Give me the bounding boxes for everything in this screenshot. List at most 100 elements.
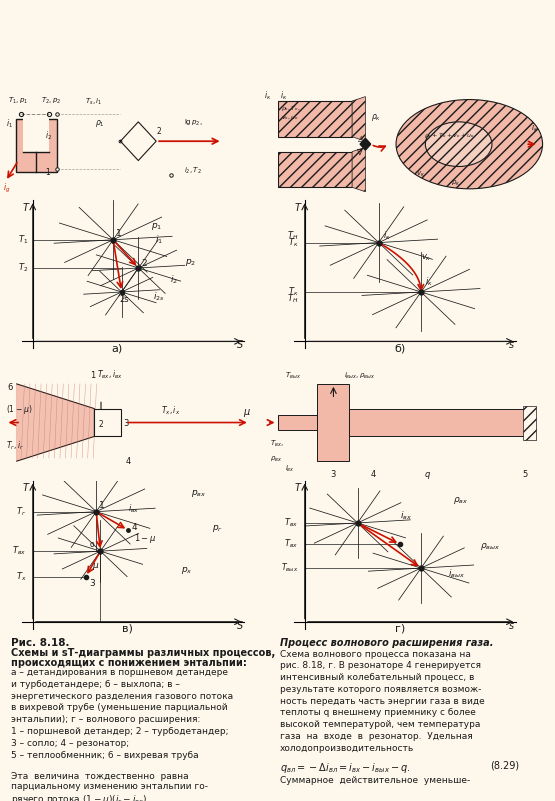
Text: $\triangle$: $\triangle$ <box>356 133 366 144</box>
Text: $i_2, T_2$: $i_2, T_2$ <box>184 166 202 175</box>
Text: Эта  величина  тождественно  равна: Эта величина тождественно равна <box>11 772 189 782</box>
Text: 2s: 2s <box>119 295 129 304</box>
Text: 5 – теплообменник; 6 – вихревая труба: 5 – теплообменник; 6 – вихревая труба <box>11 751 199 759</box>
Text: в вихревой трубе (уменьшение парциальной: в вихревой трубе (уменьшение парциальной <box>11 703 228 712</box>
Text: s: s <box>509 621 514 630</box>
Text: б): б) <box>394 344 406 353</box>
Text: $i_{вх}$: $i_{вх}$ <box>400 509 412 522</box>
Text: 3 – сопло; 4 – резонатор;: 3 – сопло; 4 – резонатор; <box>11 739 129 748</box>
Text: 1: 1 <box>99 501 105 510</box>
Text: o: o <box>90 540 94 549</box>
Text: 4: 4 <box>371 469 376 478</box>
Text: Процесс волнового расширения газа.: Процесс волнового расширения газа. <box>280 638 493 648</box>
Ellipse shape <box>425 122 492 167</box>
Text: энтальпии); г – волнового расширения:: энтальпии); г – волнового расширения: <box>11 715 200 724</box>
Text: $T_{вх}$: $T_{вх}$ <box>284 517 299 529</box>
Text: $T_{вых}$: $T_{вых}$ <box>285 371 301 381</box>
Text: 3: 3 <box>89 579 94 588</box>
Text: $T_г, i_г$: $T_г, i_г$ <box>6 440 24 453</box>
Text: происходящих с понижением энтальпии:: происходящих с понижением энтальпии: <box>11 658 247 668</box>
Text: 1: 1 <box>90 371 95 380</box>
Text: г): г) <box>395 624 405 634</box>
Text: $i_{вх}$: $i_{вх}$ <box>128 503 139 515</box>
Text: $\mu$: $\mu$ <box>243 407 251 419</box>
Text: $i_{2s}$: $i_{2s}$ <box>153 290 165 303</box>
Text: $\rho_\kappa + T_\kappa + v_\kappa + u_\kappa$: $\rho_\kappa + T_\kappa + v_\kappa + u_\… <box>424 131 475 139</box>
Text: $p_2$: $p_2$ <box>185 257 196 268</box>
Text: T: T <box>23 484 28 493</box>
Text: $i_\kappa$: $i_\kappa$ <box>264 89 271 102</box>
Text: 6: 6 <box>8 383 13 392</box>
Text: $T_x, i_x$: $T_x, i_x$ <box>161 405 180 417</box>
FancyBboxPatch shape <box>278 101 352 137</box>
Text: ность передать часть энергии газа в виде: ность передать часть энергии газа в виде <box>280 697 485 706</box>
Text: $T_2$: $T_2$ <box>18 262 28 274</box>
Text: $i_{вых}, \rho_{вых}$: $i_{вых}, \rho_{вых}$ <box>344 371 376 381</box>
Text: $p_{вх}$: $p_{вх}$ <box>191 488 206 499</box>
Ellipse shape <box>396 99 543 189</box>
Text: $1-\mu$: $1-\mu$ <box>134 533 157 545</box>
Text: 4: 4 <box>131 523 137 532</box>
FancyBboxPatch shape <box>16 119 57 172</box>
Text: 3: 3 <box>331 469 336 478</box>
Text: $T_{вх}$: $T_{вх}$ <box>284 537 299 550</box>
FancyBboxPatch shape <box>23 116 49 151</box>
Text: (8.29): (8.29) <box>490 761 519 771</box>
Text: $i_\kappa$: $i_\kappa$ <box>280 89 287 102</box>
Text: $\rho_1$: $\rho_1$ <box>95 118 105 129</box>
FancyBboxPatch shape <box>94 409 121 437</box>
Text: газа  на  входе  в  резонатор.  Удельная: газа на входе в резонатор. Удельная <box>280 732 473 741</box>
Text: $\rho_\kappa, T_\kappa,$: $\rho_\kappa, T_\kappa,$ <box>281 104 301 113</box>
Text: высокой температурой, чем температура: высокой температурой, чем температура <box>280 720 481 729</box>
Text: T: T <box>295 484 300 493</box>
Text: $T_{вх}, i_{вх}$: $T_{вх}, i_{вх}$ <box>97 368 122 381</box>
Text: S: S <box>237 621 243 630</box>
Polygon shape <box>352 147 365 191</box>
Text: $T_\kappa$: $T_\kappa$ <box>288 286 299 298</box>
Text: $\lg p_2,$: $\lg p_2,$ <box>184 118 203 128</box>
Text: 4: 4 <box>125 457 130 466</box>
Text: $T_s, i_1$: $T_s, i_1$ <box>85 97 102 107</box>
Text: $q$: $q$ <box>424 469 431 481</box>
FancyBboxPatch shape <box>278 151 352 187</box>
Text: $T_H$: $T_H$ <box>287 293 299 305</box>
Text: Рис. 8.18.: Рис. 8.18. <box>11 638 69 648</box>
Polygon shape <box>120 122 156 160</box>
Text: $p_г$: $p_г$ <box>213 523 224 534</box>
Text: Суммарное  действительное  уменьше-: Суммарное действительное уменьше- <box>280 775 470 785</box>
Text: $v_\kappa$: $v_\kappa$ <box>416 170 425 179</box>
Text: парциальному изменению энтальпии го-: парциальному изменению энтальпии го- <box>11 783 208 791</box>
Text: $\rho_{вых}$: $\rho_{вых}$ <box>480 541 501 553</box>
Text: $T_г$: $T_г$ <box>16 505 27 518</box>
Text: $v_\kappa, u_\kappa$: $v_\kappa, u_\kappa$ <box>281 114 300 122</box>
Text: холодопроизводительность: холодопроизводительность <box>280 744 415 753</box>
Text: $T_1, p_1$: $T_1, p_1$ <box>8 95 28 106</box>
Text: $\rho_\kappa$: $\rho_\kappa$ <box>371 112 381 123</box>
Text: $i_{вх}$: $i_{вх}$ <box>285 464 295 473</box>
Text: а): а) <box>112 344 123 353</box>
Text: и турбодетандере; б – выхлопа; в –: и турбодетандере; б – выхлопа; в – <box>11 680 180 689</box>
Text: $i_2$: $i_2$ <box>170 273 178 286</box>
Text: $q_{вл} = -\Delta i_{вл} = i_{вх} - i_{вых} - q.$: $q_{вл} = -\Delta i_{вл} = i_{вх} - i_{в… <box>280 761 411 775</box>
Text: $\rho_\kappa$: $\rho_\kappa$ <box>451 179 460 187</box>
Text: теплоты q внешнему приемнику с более: теплоты q внешнему приемнику с более <box>280 708 476 718</box>
Text: интенсивный колебательный процесс, в: интенсивный колебательный процесс, в <box>280 673 475 682</box>
Polygon shape <box>360 144 371 150</box>
Text: $i_1$: $i_1$ <box>6 117 13 130</box>
Text: $v_\kappa$: $v_\kappa$ <box>421 252 431 263</box>
Text: $T_1$: $T_1$ <box>18 234 28 246</box>
Text: в): в) <box>123 624 133 634</box>
Text: 5: 5 <box>523 469 528 478</box>
Text: Схемы и sТ-диаграммы различных процессов,: Схемы и sТ-диаграммы различных процессов… <box>11 648 275 658</box>
Text: S: S <box>237 340 243 350</box>
Text: $T_H$: $T_H$ <box>287 229 299 242</box>
Text: $T_\kappa$: $T_\kappa$ <box>288 236 299 249</box>
Polygon shape <box>352 97 365 141</box>
FancyBboxPatch shape <box>523 405 536 440</box>
Text: энергетического разделения газового потока: энергетического разделения газового пото… <box>11 691 233 701</box>
Text: 3: 3 <box>123 419 129 428</box>
FancyBboxPatch shape <box>350 409 531 437</box>
Text: $\rho_{вх}$: $\rho_{вх}$ <box>270 455 282 465</box>
Text: $i_1$: $i_1$ <box>155 234 163 246</box>
Text: $i_2$: $i_2$ <box>45 129 52 142</box>
